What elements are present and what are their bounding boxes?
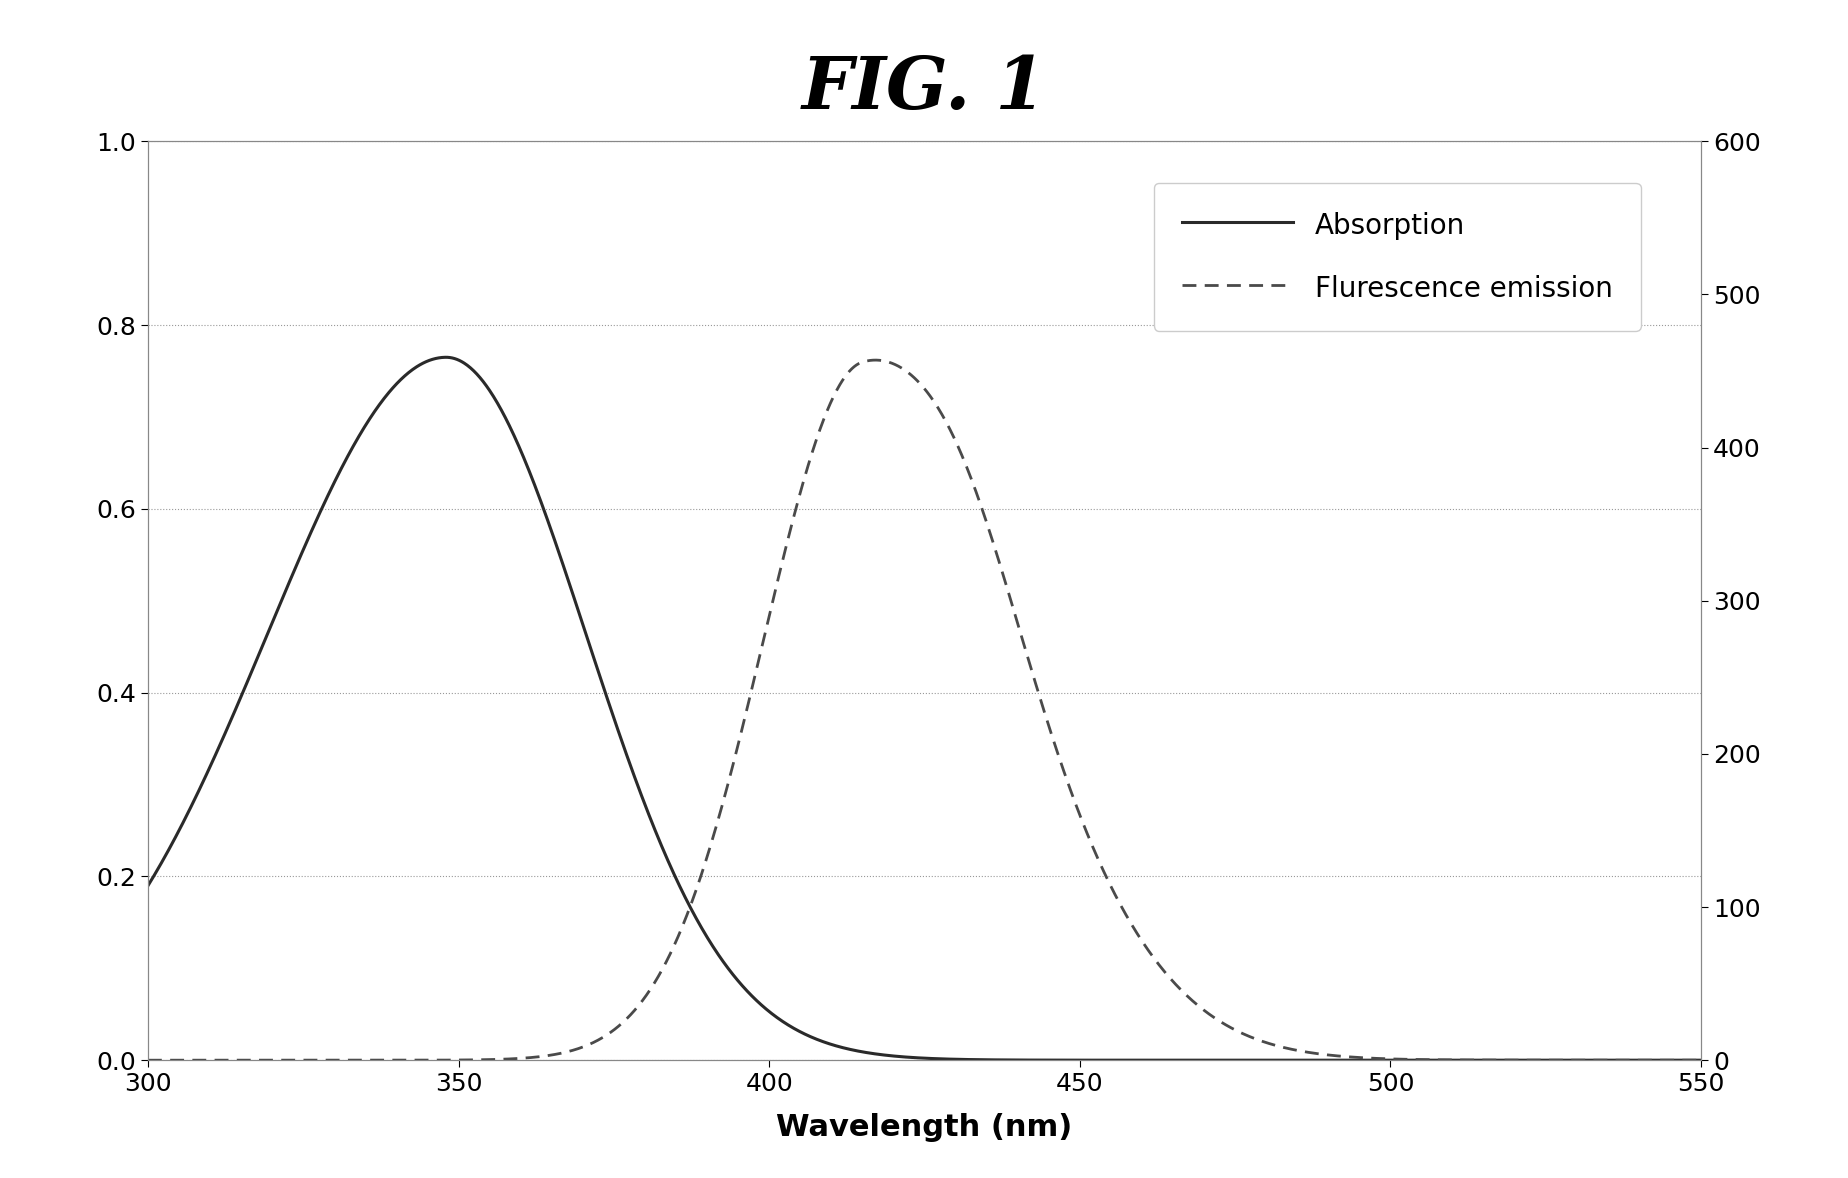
Absorption	[137, 879, 159, 893]
Flurescence emission	[1674, 1053, 1696, 1067]
Absorption	[907, 1051, 930, 1065]
Absorption	[218, 717, 240, 732]
Absorption	[434, 350, 456, 364]
Flurescence emission	[865, 353, 887, 368]
Flurescence emission	[1384, 1052, 1406, 1066]
Legend: Absorption, Flurescence emission: Absorption, Flurescence emission	[1153, 183, 1639, 331]
Flurescence emission	[863, 353, 885, 368]
Absorption	[1720, 1053, 1743, 1067]
Flurescence emission	[1674, 1053, 1696, 1067]
Absorption	[1384, 1053, 1406, 1067]
Flurescence emission	[1720, 1053, 1743, 1067]
Flurescence emission	[218, 1053, 240, 1067]
Flurescence emission	[907, 376, 930, 390]
X-axis label: Wavelength (nm): Wavelength (nm)	[776, 1113, 1072, 1141]
Absorption	[1674, 1053, 1696, 1067]
Absorption	[1674, 1053, 1696, 1067]
Line: Flurescence emission: Flurescence emission	[148, 360, 1732, 1060]
Flurescence emission	[137, 1053, 159, 1067]
Line: Absorption: Absorption	[148, 357, 1732, 1060]
Absorption	[865, 1047, 887, 1061]
Text: FIG. 1: FIG. 1	[802, 53, 1046, 124]
